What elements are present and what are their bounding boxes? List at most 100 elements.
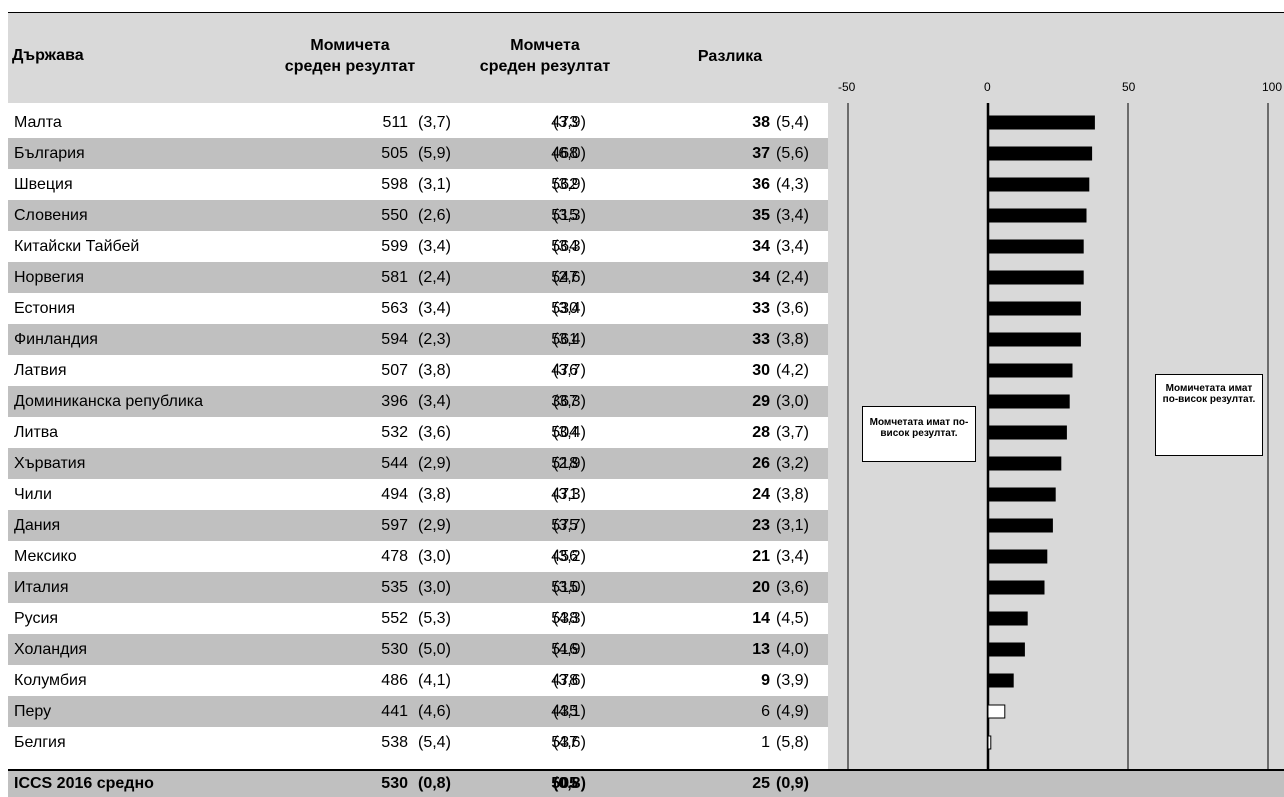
row-country: Русия: [14, 610, 59, 627]
row-boys-se: (3,3): [553, 486, 586, 503]
row-country: Мексико: [14, 548, 77, 565]
row-boys-score: 561: [551, 331, 578, 348]
table-row: Естония 563 (3,4) 530 (3,4) 33 (3,6): [8, 293, 828, 324]
row-boys-se: (3,7): [553, 517, 586, 534]
row-difference: 20: [752, 579, 770, 596]
total-rule: [8, 769, 1284, 771]
row-country: Перу: [14, 703, 52, 720]
row-difference: 37: [752, 145, 770, 162]
row-difference-se: (5,4): [776, 114, 809, 131]
axis-tick-50: 50: [1122, 80, 1136, 94]
table-row: Литва 532 (3,6) 504 (3,4) 28 (3,7): [8, 417, 828, 448]
header-difference: Разлика: [697, 48, 763, 65]
row-boys-score: 476: [551, 362, 578, 379]
bar-10: [987, 394, 1070, 409]
row-country: Дания: [14, 517, 61, 534]
table-row: Мексико 478 (3,0) 456 (3,2) 21 (3,4): [8, 541, 828, 572]
row-girls-score: 441: [381, 703, 408, 720]
bar-14: [987, 518, 1053, 533]
row-boys-se: (3,4): [553, 300, 586, 317]
top-rule: [8, 12, 1284, 13]
row-difference: 38: [752, 114, 770, 131]
row-difference: 23: [752, 517, 770, 534]
row-girls-score: 563: [381, 300, 408, 317]
row-girls-se: (3,0): [418, 579, 451, 596]
row-difference: 33: [752, 300, 770, 317]
table-row: Швеция 598 (3,1) 562 (3,9) 36 (4,3): [8, 169, 828, 200]
row-girls-se: (3,1): [418, 176, 451, 193]
table-row: Финландия 594 (2,3) 561 (3,4) 33 (3,8): [8, 324, 828, 355]
row-country: Холандия: [14, 641, 88, 658]
axis-tick-minus50: -50: [838, 80, 856, 94]
row-boys-score: 530: [551, 300, 578, 317]
row-difference-se: (4,9): [776, 703, 809, 720]
row-girls-score: 478: [381, 548, 408, 565]
row-girls-score: 581: [381, 269, 408, 286]
row-difference-se: (3,8): [776, 486, 809, 503]
row-girls-se: (5,9): [418, 145, 451, 162]
row-boys-score: 537: [551, 734, 578, 751]
row-boys-se: (6,0): [553, 145, 586, 162]
table-row: Словения 550 (2,6) 515 (3,3) 35 (3,4): [8, 200, 828, 231]
bar-2: [987, 146, 1093, 161]
row-girls-score: 494: [381, 486, 408, 503]
row-boys-se: (3,0): [553, 579, 586, 596]
table-row: Доминиканска република 396 (3,4) 367 (3,3) 29…: [8, 386, 828, 417]
total-row: ICCS 2016 средно 530 (0,8) 505 (0,8) 25 …: [8, 771, 828, 797]
row-country: Белгия: [14, 734, 66, 751]
row-boys-se: (4,6): [553, 734, 586, 751]
row-boys-score: 435: [551, 703, 578, 720]
bar-18: [987, 642, 1025, 657]
row-boys-score: 575: [551, 517, 578, 534]
row-girls-se: (2,4): [418, 269, 451, 286]
row-country: Норвегия: [14, 269, 85, 286]
row-boys-se: (4,3): [553, 610, 586, 627]
bar-16: [987, 580, 1045, 595]
row-difference: 26: [752, 455, 770, 472]
row-girls-score: 599: [381, 238, 408, 255]
row-girls-score: 550: [381, 207, 408, 224]
total-boys-se: (0,8): [553, 775, 586, 792]
table-row: Дания 597 (2,9) 575 (3,7) 23 (3,1): [8, 510, 828, 541]
table-row: Холандия 530 (5,0) 516 (4,9) 13 (4,0): [8, 634, 828, 665]
bar-4: [987, 208, 1087, 223]
row-difference-se: (5,6): [776, 145, 809, 162]
row-difference: 13: [752, 641, 770, 658]
total-girls-se: (0,8): [418, 775, 451, 792]
table-row: Хърватия 544 (2,9) 518 (2,9) 26 (3,2): [8, 448, 828, 479]
row-girls-score: 486: [381, 672, 408, 689]
total-boys: 505: [551, 775, 578, 792]
table-row: България 505 (5,9) 468 (6,0) 37 (5,6): [8, 138, 828, 169]
row-difference-se: (4,2): [776, 362, 809, 379]
row-boys-score: 478: [551, 672, 578, 689]
row-country: България: [14, 145, 85, 162]
axis-tick-0: 0: [984, 80, 991, 94]
row-difference-se: (3,7): [776, 424, 809, 441]
row-difference-se: (4,0): [776, 641, 809, 658]
bar-15: [987, 549, 1048, 564]
total-diff: 25: [752, 775, 770, 792]
row-boys-score: 367: [551, 393, 578, 410]
row-country: Доминиканска република: [14, 393, 204, 410]
header-girls-line1: Момичета: [310, 37, 390, 54]
row-boys-se: (3,2): [553, 548, 586, 565]
header-girls-line2: среден резултат: [284, 58, 416, 75]
row-difference: 6: [761, 703, 770, 720]
row-boys-score: 562: [551, 176, 578, 193]
table-row: Белгия 538 (5,4) 537 (4,6) 1 (5,8): [8, 727, 828, 758]
row-difference: 24: [752, 486, 770, 503]
row-girls-se: (4,1): [418, 672, 451, 689]
row-boys-se: (3,9): [553, 114, 586, 131]
total-row-chart-cell: [828, 771, 1284, 797]
row-girls-se: (5,0): [418, 641, 451, 658]
row-girls-score: 530: [381, 641, 408, 658]
bar-5: [987, 239, 1084, 254]
row-difference: 29: [752, 393, 770, 410]
row-boys-se: (3,9): [553, 176, 586, 193]
row-boys-se: (3,4): [553, 424, 586, 441]
axis-tick-100: 100: [1262, 80, 1283, 94]
header-boys-line2: среден резултат: [479, 58, 611, 75]
row-difference-se: (3,9): [776, 672, 809, 689]
bar-11: [987, 425, 1067, 440]
